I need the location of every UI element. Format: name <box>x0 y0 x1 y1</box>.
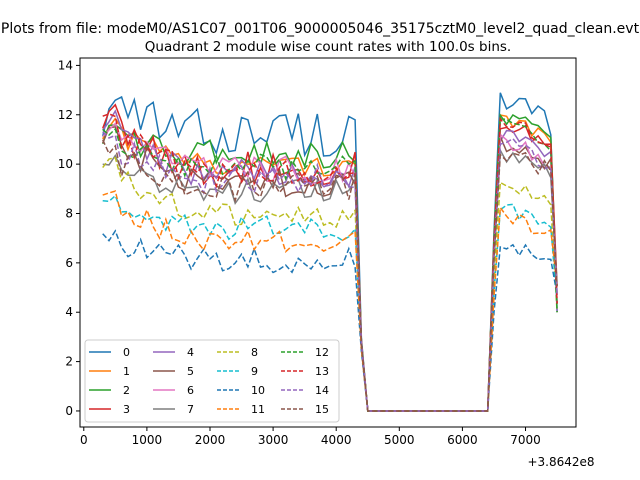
legend-label-13: 13 <box>315 365 329 378</box>
legend-label-1: 1 <box>123 365 130 378</box>
y-tick-label: 2 <box>65 355 73 369</box>
legend-label-2: 2 <box>123 384 130 397</box>
y-tick-label: 14 <box>58 58 73 72</box>
legend-label-15: 15 <box>315 403 329 416</box>
chart-title: Quadrant 2 module wise count rates with … <box>145 39 511 55</box>
x-axis: 0 1000 2000 3000 4000 5000 6000 7000 <box>80 427 541 447</box>
x-tick-label: 2000 <box>195 433 226 447</box>
legend-box <box>84 339 340 423</box>
legend-label-14: 14 <box>315 384 329 397</box>
legend-label-7: 7 <box>187 403 194 416</box>
figure-suptitle: Plots from file: modeM0/AS1C07_001T06_90… <box>1 21 640 37</box>
axes-frame <box>79 57 577 428</box>
y-tick-label: 4 <box>65 305 73 319</box>
y-tick-label: 0 <box>65 404 73 418</box>
x-offset-label: +3.8642e8 <box>527 455 594 469</box>
x-tick-label: 5000 <box>384 433 415 447</box>
legend-label-6: 6 <box>187 384 194 397</box>
legend-label-4: 4 <box>187 346 194 359</box>
legend-label-11: 11 <box>251 403 265 416</box>
series-lines <box>101 92 558 412</box>
y-axis: 0 2 4 6 8 10 12 14 <box>58 58 80 418</box>
series-line-9 <box>102 194 558 412</box>
legend-label-0: 0 <box>123 346 130 359</box>
series-line-15 <box>102 139 558 412</box>
series-line-13 <box>102 113 558 412</box>
y-tick-label: 10 <box>58 157 73 171</box>
y-tick-label: 12 <box>58 108 73 122</box>
legend-label-8: 8 <box>251 346 258 359</box>
x-tick-label: 4000 <box>321 433 352 447</box>
legend-label-10: 10 <box>251 384 265 397</box>
legend-label-12: 12 <box>315 346 329 359</box>
x-tick-label: 1000 <box>132 433 163 447</box>
x-tick-label: 7000 <box>510 433 541 447</box>
x-tick-label: 3000 <box>258 433 289 447</box>
legend-label-5: 5 <box>187 365 194 378</box>
plot-area: 0 1000 2000 3000 4000 5000 6000 7000 0246810121… <box>58 57 577 447</box>
y-tick-label: 6 <box>65 256 73 270</box>
y-tick-label: 8 <box>65 206 73 220</box>
legend-label-3: 3 <box>123 403 130 416</box>
legend-label-9: 9 <box>251 365 258 378</box>
x-tick-label: 0 <box>80 433 88 447</box>
x-tick-label: 6000 <box>447 433 478 447</box>
